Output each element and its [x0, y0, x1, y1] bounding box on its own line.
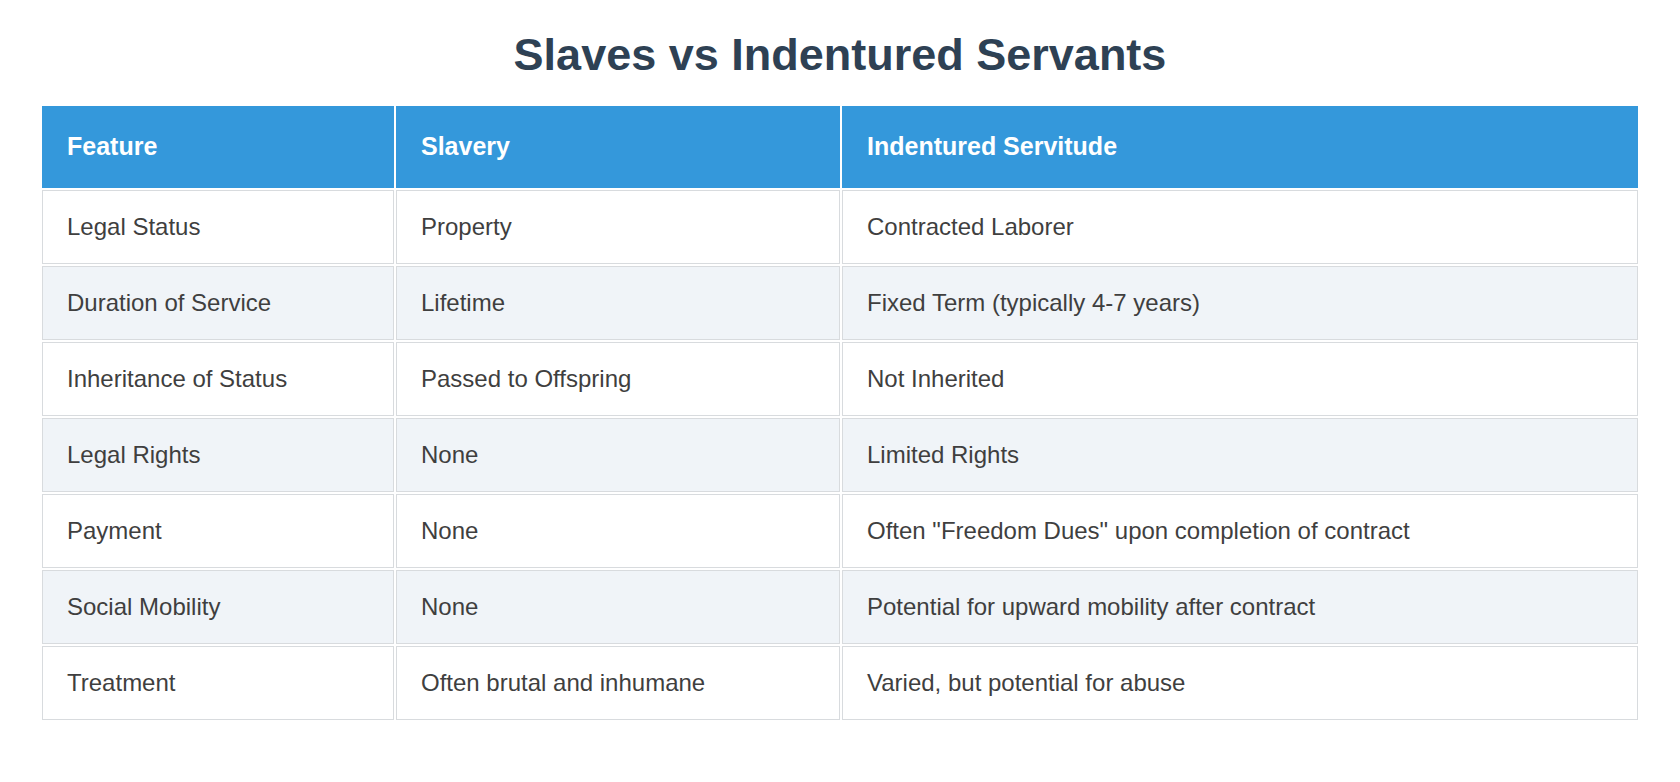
cell-slavery: Often brutal and inhumane — [396, 646, 840, 720]
table-row: Payment None Often "Freedom Dues" upon c… — [42, 494, 1638, 568]
cell-slavery: None — [396, 418, 840, 492]
cell-slavery: Passed to Offspring — [396, 342, 840, 416]
table-row: Treatment Often brutal and inhumane Vari… — [42, 646, 1638, 720]
cell-indentured-servitude: Not Inherited — [842, 342, 1638, 416]
cell-slavery: Lifetime — [396, 266, 840, 340]
cell-slavery: None — [396, 494, 840, 568]
table-row: Inheritance of Status Passed to Offsprin… — [42, 342, 1638, 416]
comparison-table: Feature Slavery Indentured Servitude Leg… — [40, 104, 1640, 722]
column-header-indentured-servitude: Indentured Servitude — [842, 106, 1638, 188]
page-title: Slaves vs Indentured Servants — [0, 0, 1680, 104]
table-header-row: Feature Slavery Indentured Servitude — [42, 106, 1638, 188]
table-row: Duration of Service Lifetime Fixed Term … — [42, 266, 1638, 340]
cell-indentured-servitude: Potential for upward mobility after cont… — [842, 570, 1638, 644]
cell-feature: Treatment — [42, 646, 394, 720]
cell-feature: Social Mobility — [42, 570, 394, 644]
cell-slavery: Property — [396, 190, 840, 264]
column-header-feature: Feature — [42, 106, 394, 188]
cell-indentured-servitude: Often "Freedom Dues" upon completion of … — [842, 494, 1638, 568]
cell-feature: Payment — [42, 494, 394, 568]
cell-indentured-servitude: Fixed Term (typically 4-7 years) — [842, 266, 1638, 340]
cell-feature: Legal Rights — [42, 418, 394, 492]
cell-feature: Inheritance of Status — [42, 342, 394, 416]
cell-indentured-servitude: Contracted Laborer — [842, 190, 1638, 264]
cell-indentured-servitude: Varied, but potential for abuse — [842, 646, 1638, 720]
table-row: Legal Status Property Contracted Laborer — [42, 190, 1638, 264]
column-header-slavery: Slavery — [396, 106, 840, 188]
table-row: Social Mobility None Potential for upwar… — [42, 570, 1638, 644]
table-row: Legal Rights None Limited Rights — [42, 418, 1638, 492]
cell-feature: Duration of Service — [42, 266, 394, 340]
cell-slavery: None — [396, 570, 840, 644]
cell-indentured-servitude: Limited Rights — [842, 418, 1638, 492]
cell-feature: Legal Status — [42, 190, 394, 264]
page: Slaves vs Indentured Servants Feature Sl… — [0, 0, 1680, 782]
